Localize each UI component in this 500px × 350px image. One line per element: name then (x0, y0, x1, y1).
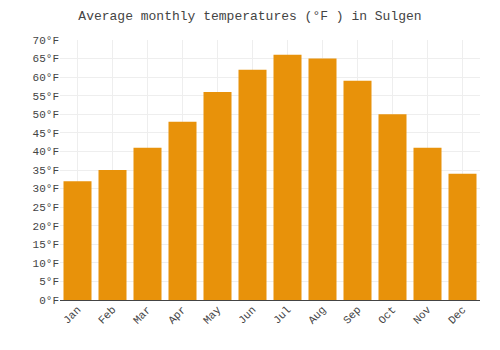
svg-text:Jan: Jan (61, 304, 83, 326)
svg-text:35°F: 35°F (33, 165, 59, 177)
svg-text:50°F: 50°F (33, 109, 59, 121)
svg-text:60°F: 60°F (33, 72, 59, 84)
svg-text:70°F: 70°F (33, 35, 59, 47)
svg-text:Nov: Nov (411, 304, 434, 327)
svg-text:40°F: 40°F (33, 146, 59, 158)
svg-text:0°F: 0°F (39, 295, 59, 307)
svg-text:10°F: 10°F (33, 258, 59, 270)
svg-text:Jul: Jul (271, 304, 293, 326)
svg-text:Dec: Dec (446, 304, 468, 326)
svg-text:65°F: 65°F (33, 53, 59, 65)
svg-text:Apr: Apr (166, 304, 188, 326)
svg-text:5°F: 5°F (39, 276, 59, 288)
svg-text:Aug: Aug (306, 304, 328, 326)
svg-text:15°F: 15°F (33, 239, 59, 251)
svg-text:55°F: 55°F (33, 91, 59, 103)
svg-text:Jun: Jun (236, 304, 258, 326)
svg-text:Average monthly temperatures (: Average monthly temperatures (°F ) in Su… (78, 9, 421, 24)
svg-text:Mar: Mar (131, 304, 153, 326)
svg-text:May: May (201, 304, 224, 327)
svg-text:Sep: Sep (341, 304, 363, 326)
svg-text:30°F: 30°F (33, 183, 59, 195)
svg-text:Feb: Feb (96, 304, 118, 326)
svg-text:Oct: Oct (376, 304, 398, 326)
svg-text:45°F: 45°F (33, 128, 59, 140)
svg-text:25°F: 25°F (33, 202, 59, 214)
svg-text:20°F: 20°F (33, 221, 59, 233)
